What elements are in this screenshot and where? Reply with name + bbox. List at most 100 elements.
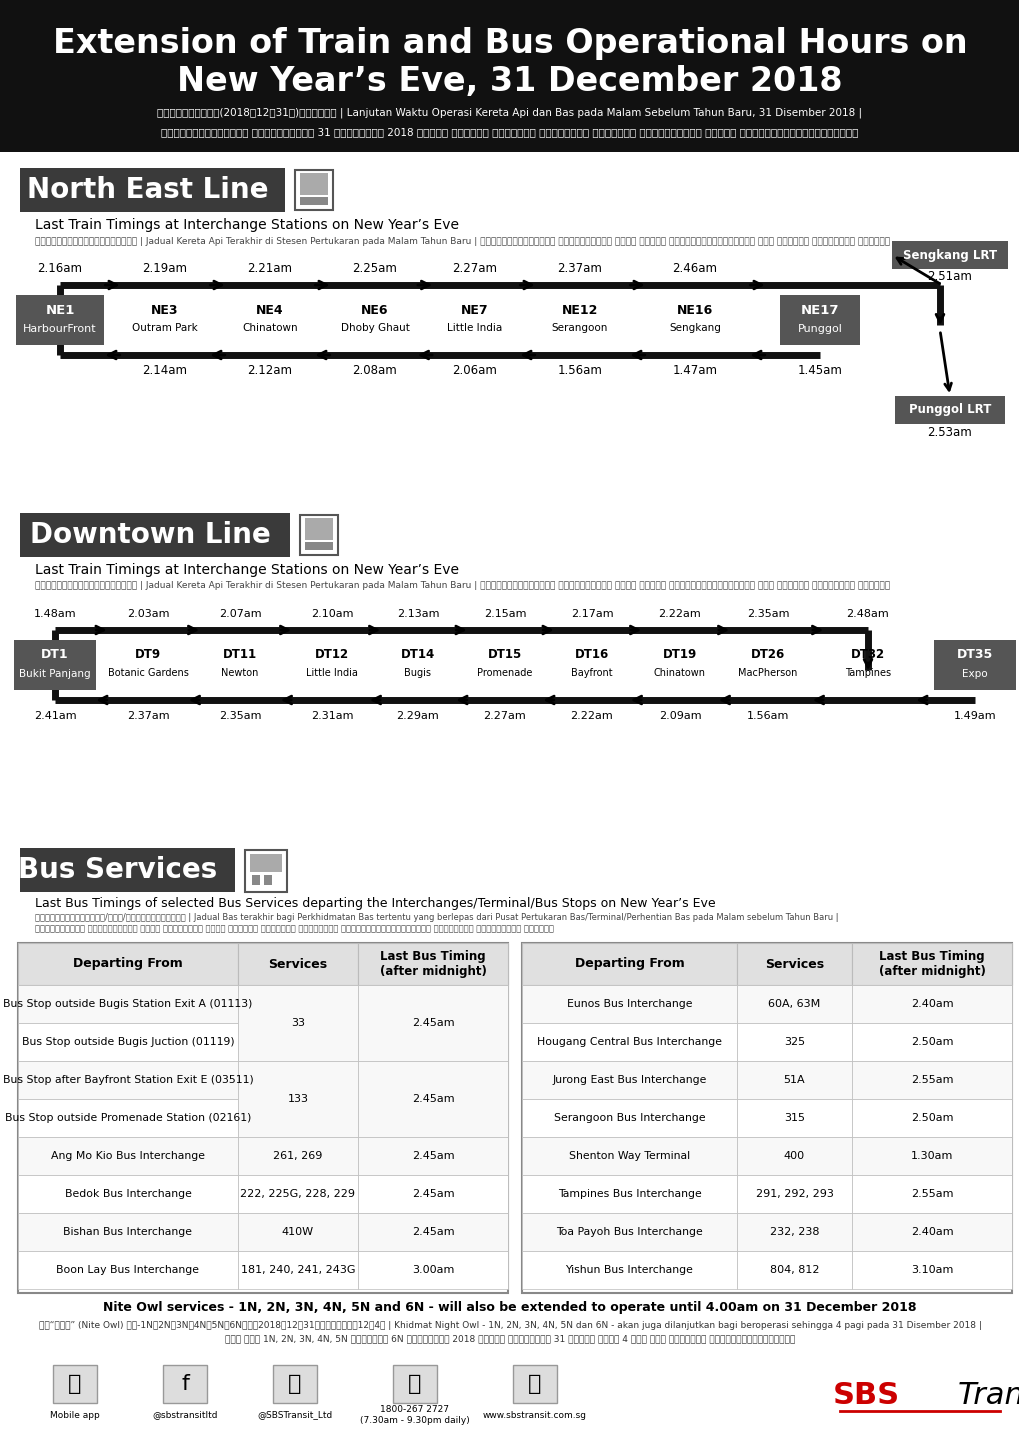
Text: NE12: NE12 bbox=[561, 303, 597, 316]
Text: Bedok Bus Interchange: Bedok Bus Interchange bbox=[64, 1190, 192, 1198]
Text: Bus Stop outside Bugis Station Exit A (01113): Bus Stop outside Bugis Station Exit A (0… bbox=[3, 999, 253, 1009]
Bar bbox=[18, 1252, 237, 1289]
Text: 📱: 📱 bbox=[68, 1374, 82, 1394]
Text: MacPherson: MacPherson bbox=[738, 668, 797, 678]
Bar bbox=[737, 1252, 851, 1289]
Bar bbox=[522, 943, 737, 985]
Text: 2.50am: 2.50am bbox=[910, 1113, 953, 1123]
Text: 2.37am: 2.37am bbox=[557, 262, 602, 275]
Bar bbox=[18, 943, 237, 985]
Bar bbox=[851, 1175, 1011, 1213]
Text: DT1: DT1 bbox=[41, 649, 68, 662]
Bar bbox=[237, 1061, 358, 1136]
Text: Serangoon Bus Interchange: Serangoon Bus Interchange bbox=[553, 1113, 704, 1123]
Text: 2.51am: 2.51am bbox=[926, 271, 971, 284]
Bar bbox=[0, 0, 1019, 151]
Bar bbox=[737, 1061, 851, 1099]
Text: 2.40am: 2.40am bbox=[910, 1227, 953, 1237]
Text: 1.45am: 1.45am bbox=[797, 365, 842, 378]
Bar bbox=[18, 1136, 237, 1175]
Text: 2.35am: 2.35am bbox=[218, 711, 261, 721]
Text: Hougang Central Bus Interchange: Hougang Central Bus Interchange bbox=[536, 1037, 721, 1047]
Text: 325: 325 bbox=[784, 1037, 804, 1047]
Text: 1.56am: 1.56am bbox=[746, 711, 789, 721]
Bar bbox=[737, 1175, 851, 1213]
Text: 2.17am: 2.17am bbox=[570, 609, 612, 619]
Text: Bayfront: Bayfront bbox=[571, 668, 612, 678]
Bar bbox=[18, 985, 237, 1022]
Bar bbox=[851, 1136, 1011, 1175]
Text: DT9: DT9 bbox=[135, 649, 161, 662]
Text: @SBSTransit_Ltd: @SBSTransit_Ltd bbox=[257, 1410, 332, 1419]
Text: 2.41am: 2.41am bbox=[34, 711, 76, 721]
Text: Chinatown: Chinatown bbox=[653, 668, 705, 678]
Text: Bus Stop outside Bugis Juction (01119): Bus Stop outside Bugis Juction (01119) bbox=[21, 1037, 234, 1047]
Text: NE17: NE17 bbox=[800, 303, 839, 316]
Text: Boon Lay Bus Interchange: Boon Lay Bus Interchange bbox=[56, 1265, 200, 1275]
Text: Punggol: Punggol bbox=[797, 324, 842, 335]
Bar bbox=[522, 1061, 737, 1099]
Text: 2.45am: 2.45am bbox=[412, 1227, 453, 1237]
Text: 元旦前夕，从各一地地铁乘换站发车的时间 | Jadual Kereta Api Terakhir di Stesen Pertukaran pada Malam: 元旦前夕，从各一地地铁乘换站发车的时间 | Jadual Kereta Api … bbox=[35, 581, 890, 591]
Text: 2.16am: 2.16am bbox=[38, 262, 83, 275]
Text: 1.48am: 1.48am bbox=[34, 609, 76, 619]
Text: Sengkang LRT: Sengkang LRT bbox=[902, 248, 997, 261]
Bar bbox=[894, 397, 1004, 424]
Text: புத்தாண்டுக்கு முந்தினமான 31 டிசம்பர் 2018 அன்று இரயில் மற்றும் பெருந்து செவைகள்: புத்தாண்டுக்கு முந்தினமான 31 டிசம்பர் 20… bbox=[161, 127, 858, 137]
Text: Bugis: Bugis bbox=[405, 668, 431, 678]
Bar bbox=[737, 1213, 851, 1252]
Text: 2.45am: 2.45am bbox=[412, 1190, 453, 1198]
Text: Bukit Panjang: Bukit Panjang bbox=[19, 669, 91, 679]
Text: Newton: Newton bbox=[221, 668, 259, 678]
Text: 181, 240, 241, 243G: 181, 240, 241, 243G bbox=[240, 1265, 355, 1275]
Bar bbox=[237, 1213, 358, 1252]
Text: 📞: 📞 bbox=[408, 1374, 421, 1394]
Text: 222, 225G, 228, 229: 222, 225G, 228, 229 bbox=[240, 1190, 356, 1198]
Bar bbox=[14, 640, 96, 691]
Bar bbox=[20, 848, 234, 893]
Text: HarbourFront: HarbourFront bbox=[23, 324, 97, 335]
Text: 60A, 63M: 60A, 63M bbox=[767, 999, 820, 1009]
Text: NE7: NE7 bbox=[461, 303, 488, 316]
Text: 2.03am: 2.03am bbox=[126, 609, 169, 619]
Bar bbox=[358, 1252, 507, 1289]
Bar bbox=[933, 640, 1015, 691]
Bar bbox=[264, 875, 272, 885]
Bar bbox=[245, 849, 286, 893]
Bar bbox=[53, 1366, 97, 1403]
Bar bbox=[737, 1022, 851, 1061]
Text: 2.06am: 2.06am bbox=[452, 365, 497, 378]
Text: Tampines Bus Interchange: Tampines Bus Interchange bbox=[557, 1190, 701, 1198]
Text: Mobile app: Mobile app bbox=[50, 1410, 100, 1419]
Text: Expo: Expo bbox=[961, 669, 986, 679]
Text: @sbstransitltd: @sbstransitltd bbox=[152, 1410, 217, 1419]
Bar bbox=[20, 513, 289, 557]
Text: Nite Owl services - 1N, 2N, 3N, 4N, 5N and 6N - will also be extended to operate: Nite Owl services - 1N, 2N, 3N, 4N, 5N a… bbox=[103, 1301, 916, 1314]
Bar bbox=[252, 875, 260, 885]
Text: DT14: DT14 bbox=[400, 649, 435, 662]
Text: 2.53am: 2.53am bbox=[926, 425, 971, 438]
Bar bbox=[358, 1213, 507, 1252]
Bar bbox=[737, 1136, 851, 1175]
Text: Last Bus Timings of selected Bus Services departing the Interchanges/Terminal/Bu: Last Bus Timings of selected Bus Service… bbox=[35, 897, 715, 910]
Text: NE16: NE16 bbox=[677, 303, 712, 316]
Text: 3.10am: 3.10am bbox=[910, 1265, 952, 1275]
Text: Shenton Way Terminal: Shenton Way Terminal bbox=[569, 1151, 690, 1161]
Text: 804, 812: 804, 812 bbox=[769, 1265, 818, 1275]
Text: 315: 315 bbox=[784, 1113, 804, 1123]
Bar bbox=[300, 515, 337, 555]
Text: f: f bbox=[181, 1374, 189, 1394]
Bar bbox=[892, 241, 1007, 270]
Text: 2.08am: 2.08am bbox=[353, 365, 397, 378]
Text: 1.56am: 1.56am bbox=[557, 365, 602, 378]
Bar bbox=[237, 1175, 358, 1213]
Bar bbox=[237, 943, 358, 985]
Bar bbox=[18, 1022, 237, 1061]
Text: 2.45am: 2.45am bbox=[412, 1151, 453, 1161]
Text: SBS: SBS bbox=[833, 1380, 899, 1409]
Text: 2.13am: 2.13am bbox=[396, 609, 439, 619]
Text: Toa Payoh Bus Interchange: Toa Payoh Bus Interchange bbox=[555, 1227, 702, 1237]
Text: 2.31am: 2.31am bbox=[311, 711, 353, 721]
Bar bbox=[358, 985, 507, 1061]
Text: Bishan Bus Interchange: Bishan Bus Interchange bbox=[63, 1227, 193, 1237]
